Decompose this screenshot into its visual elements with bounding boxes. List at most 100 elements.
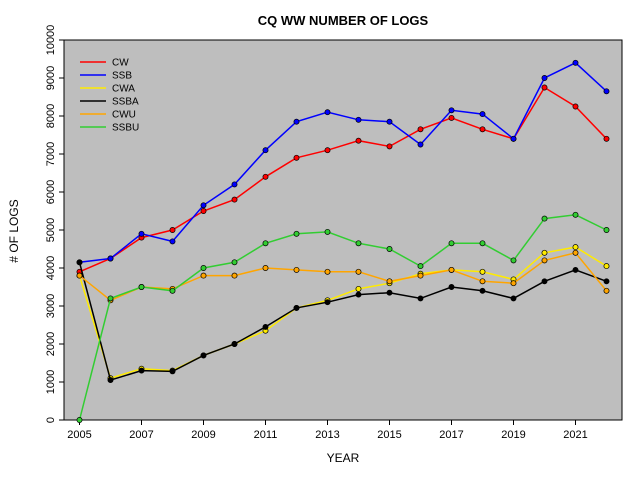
y-tick-label: 9000: [45, 66, 57, 90]
data-point-CWU: [603, 287, 610, 294]
data-point-SSB: [572, 59, 579, 66]
legend-label-SSB: SSB: [112, 71, 132, 82]
data-point-SSBA: [76, 259, 83, 266]
data-point-SSB: [262, 147, 269, 154]
data-point-SSBU: [293, 230, 300, 237]
data-point-CW: [417, 126, 424, 133]
data-point-CWU: [572, 249, 579, 256]
data-point-SSB: [169, 238, 176, 245]
data-point-CWU: [479, 278, 486, 285]
x-tick-label: 2019: [501, 429, 525, 441]
data-point-SSBU: [603, 227, 610, 233]
data-point-CW: [293, 154, 300, 161]
data-point-SSB: [386, 118, 393, 125]
data-point-SSBA: [138, 367, 145, 374]
data-point-SSBU: [76, 417, 83, 423]
series-line-SSB: [79, 61, 608, 264]
data-point-SSB: [448, 107, 455, 114]
data-point-CW: [479, 126, 486, 133]
data-point-CW: [355, 137, 362, 144]
data-point-CWA: [603, 263, 610, 270]
data-point-CWU: [200, 272, 207, 279]
series-line-CWA: [78, 246, 607, 380]
legend-label-SSBU: SSBU: [112, 123, 139, 134]
data-point-SSBU: [231, 259, 238, 266]
data-point-SSB: [138, 230, 145, 237]
data-point-SSB: [355, 116, 362, 123]
data-point-SSBA: [572, 266, 579, 273]
data-point-CW: [448, 114, 455, 121]
x-tick-label: 2013: [315, 429, 339, 441]
x-tick-label: 2007: [129, 429, 153, 441]
x-tick-label: 2005: [67, 429, 91, 441]
data-point-SSBU: [324, 228, 331, 235]
x-axis-label: YEAR: [326, 451, 360, 465]
data-point-SSB: [324, 109, 331, 116]
legend-label-CWU: CWU: [112, 110, 136, 121]
data-point-CWU: [231, 272, 238, 279]
series-line-CWU: [79, 251, 608, 302]
data-point-CW: [603, 135, 610, 142]
data-point-SSBA: [541, 278, 548, 285]
data-point-SSBA: [417, 295, 424, 302]
data-point-SSBU: [200, 265, 207, 271]
data-point-SSBA: [386, 289, 393, 296]
data-point-CWU: [76, 272, 83, 279]
x-tick-label: 2009: [191, 429, 215, 441]
data-point-CW: [541, 84, 548, 91]
y-tick-label: 5000: [45, 218, 57, 242]
data-point-SSB: [541, 75, 548, 81]
data-point-SSBA: [169, 368, 176, 375]
data-point-SSBA: [479, 287, 486, 294]
data-point-CWU: [386, 278, 393, 285]
x-tick-label: 2017: [439, 429, 463, 441]
y-tick-label: 10000: [45, 25, 57, 56]
y-tick-label: 4000: [45, 256, 57, 280]
data-point-CWA: [541, 249, 548, 256]
data-point-CW: [386, 143, 393, 150]
data-point-SSBA: [355, 291, 362, 298]
y-tick-label: 8000: [45, 104, 57, 128]
data-point-CW: [324, 147, 331, 154]
data-point-SSB: [107, 255, 114, 262]
data-point-SSBA: [200, 352, 207, 359]
data-point-SSB: [231, 181, 238, 188]
data-point-SSB: [479, 111, 486, 118]
data-point-SSBA: [510, 295, 517, 302]
legend-label-CW: CW: [112, 58, 129, 69]
y-tick-label: 2000: [45, 332, 57, 356]
data-point-SSB: [200, 202, 207, 209]
x-tick-label: 2015: [377, 429, 401, 441]
plot-area: [63, 39, 623, 421]
data-point-SSBU: [262, 240, 269, 247]
data-point-SSBU: [169, 287, 176, 294]
data-point-CWU: [541, 257, 548, 264]
y-tick-label: 3000: [45, 294, 57, 318]
data-point-SSBU: [355, 240, 362, 247]
data-point-SSBU: [417, 263, 424, 270]
data-point-SSBU: [386, 246, 393, 252]
y-tick-label: 0: [45, 417, 57, 423]
x-tick-label: 2011: [254, 429, 278, 441]
data-point-CWU: [355, 268, 362, 275]
data-point-CW: [572, 103, 579, 110]
y-axis-label: # OF LOGS: [7, 199, 21, 263]
data-point-SSBA: [324, 299, 331, 306]
data-point-SSBU: [448, 240, 455, 247]
y-tick-label: 7000: [45, 142, 57, 166]
data-point-SSBU: [138, 284, 145, 290]
data-point-CWU: [417, 272, 424, 279]
y-tick-label: 1000: [45, 370, 57, 394]
data-point-CWA: [572, 244, 579, 251]
data-point-SSBU: [572, 211, 579, 218]
data-point-SSBU: [510, 257, 517, 264]
data-point-SSB: [603, 88, 610, 95]
data-point-CWU: [510, 280, 517, 287]
legend-label-CWA: CWA: [112, 84, 135, 95]
data-point-SSBU: [479, 240, 486, 247]
data-point-SSB: [293, 118, 300, 125]
chart-title: CQ WW NUMBER OF LOGS: [257, 13, 429, 28]
x-tick-label: 2021: [563, 429, 587, 441]
